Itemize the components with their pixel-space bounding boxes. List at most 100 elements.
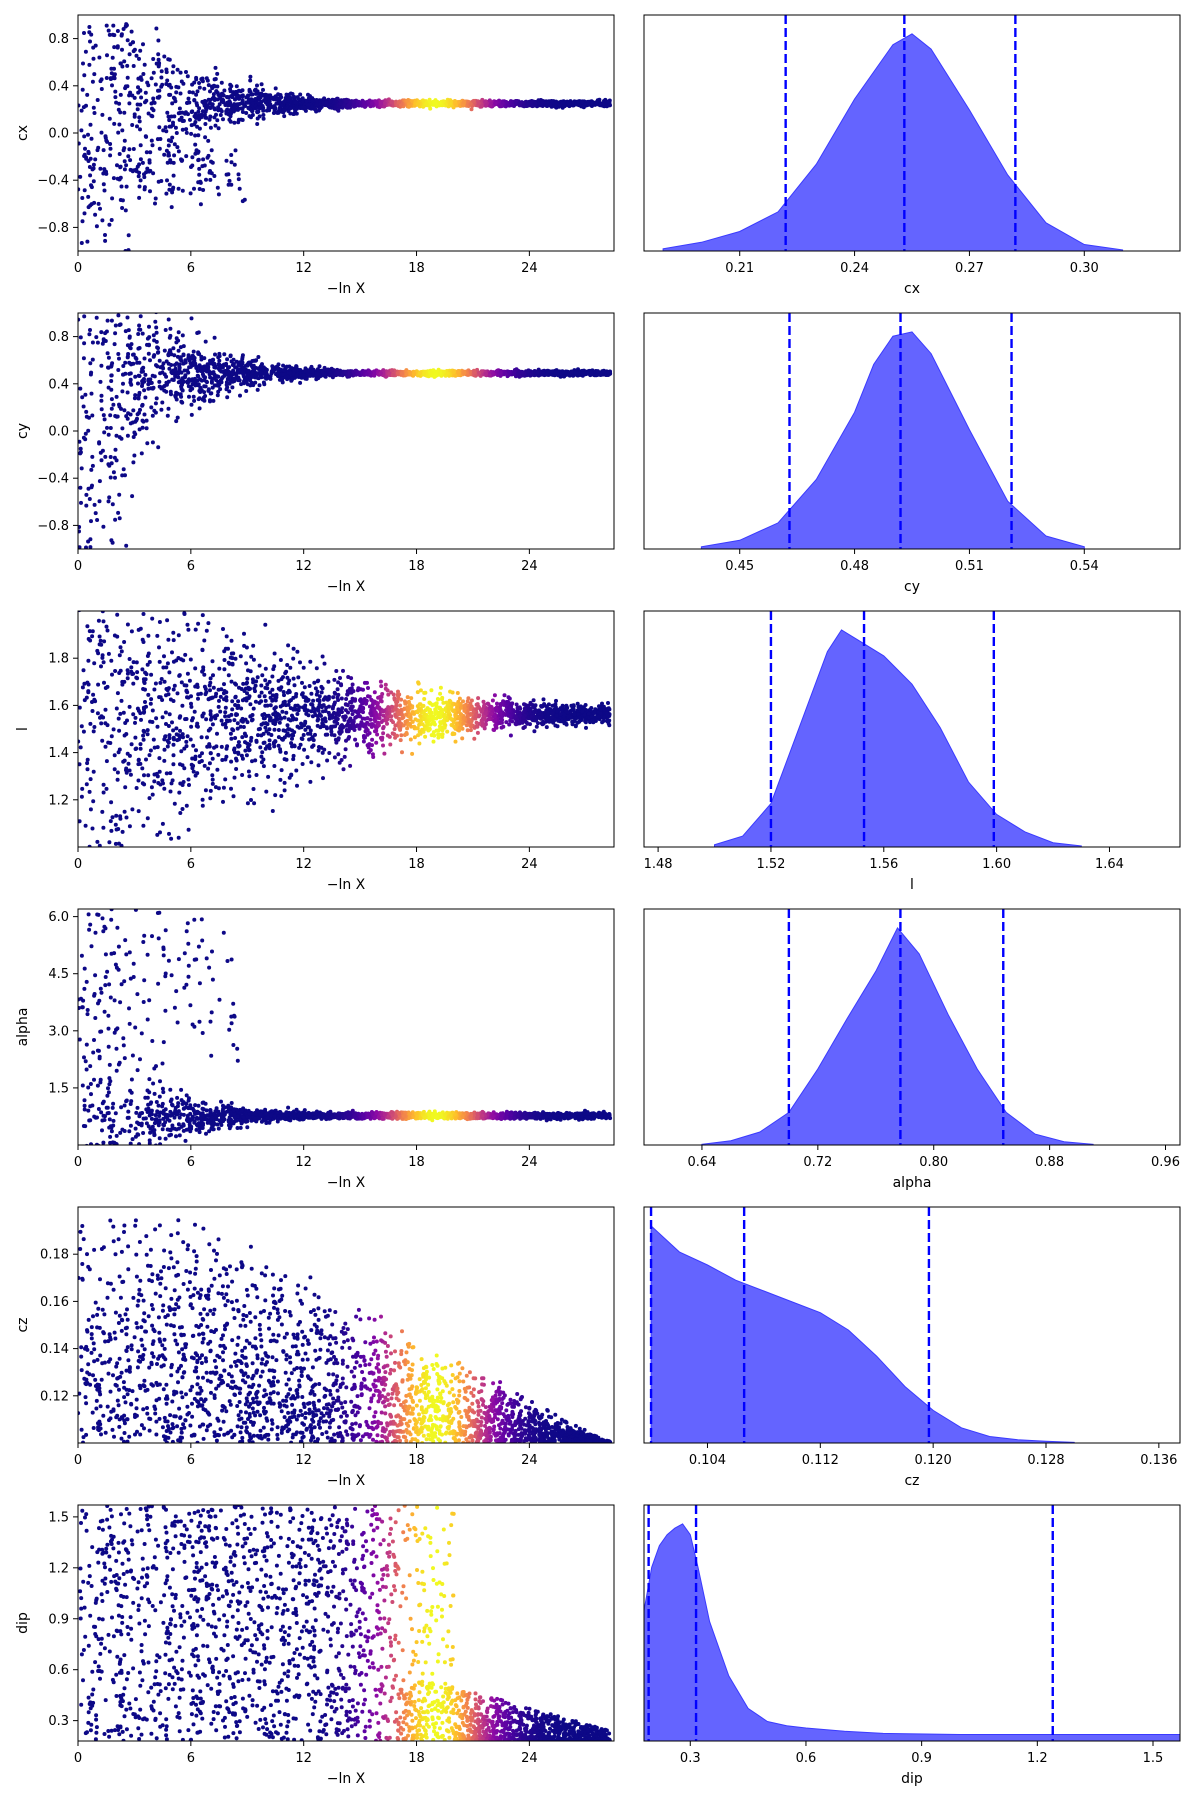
- trace-cy-point: [573, 370, 578, 375]
- trace-l-point: [233, 656, 238, 661]
- trace-cx-point: [127, 93, 132, 98]
- trace-cx-point: [166, 143, 171, 148]
- trace-cx-point: [165, 178, 169, 183]
- trace-cy-point: [176, 330, 181, 335]
- trace-cy-point: [174, 340, 179, 345]
- trace-cy-point: [133, 374, 138, 379]
- trace-cx-point: [98, 79, 103, 84]
- trace-cy-point: [140, 418, 145, 423]
- trace-cy-point: [236, 363, 241, 367]
- trace-cy-point: [149, 405, 154, 410]
- trace-cx-point: [269, 96, 274, 101]
- trace-cy-point: [114, 394, 119, 399]
- trace-cx-point: [151, 57, 156, 61]
- trace-cy-point: [223, 369, 228, 374]
- trace-cy-point: [208, 391, 213, 396]
- trace-cx-point: [313, 106, 317, 111]
- trace-cx-point: [233, 97, 238, 102]
- trace-cx-point: [135, 107, 140, 112]
- trace-cy-point: [168, 333, 173, 338]
- trace-cx-point: [540, 100, 545, 105]
- trace-cy-point: [178, 379, 183, 384]
- trace-cy-point: [143, 395, 148, 400]
- trace-cy-point: [322, 368, 327, 373]
- trace-cy-point: [98, 379, 103, 384]
- trace-cx-point: [164, 70, 169, 75]
- trace-cx-point: [78, 187, 81, 192]
- trace-cy-point: [133, 393, 138, 398]
- trace-cx-point: [118, 92, 123, 97]
- trace-cy-point: [114, 414, 119, 419]
- trace-cy-point: [125, 433, 130, 438]
- trace-cy-point: [125, 390, 130, 395]
- trace-cy-point: [199, 354, 204, 359]
- trace-cx-point: [116, 107, 121, 112]
- trace-l-point: [153, 681, 158, 686]
- trace-cy-point: [378, 371, 383, 376]
- trace-cx-point: [136, 85, 140, 90]
- trace-cy-point: [102, 417, 107, 422]
- trace-cx-point: [204, 76, 209, 81]
- trace-cx-point: [104, 171, 109, 176]
- trace-cy-xlabel: −ln X: [327, 579, 366, 595]
- trace-cx-point: [197, 166, 202, 171]
- trace-cy-point: [309, 364, 314, 369]
- trace-cx-point: [389, 100, 394, 105]
- trace-cy-point: [133, 355, 138, 360]
- trace-cy-point: [224, 387, 229, 392]
- trace-cx-point: [230, 93, 235, 98]
- trace-cx-point: [190, 90, 195, 95]
- trace-cx-point: [197, 106, 202, 111]
- trace-cy-point: [254, 375, 259, 380]
- trace-cy-point: [275, 367, 280, 372]
- trace-cy-point: [109, 387, 114, 392]
- trace-cx-point: [280, 103, 284, 108]
- trace-cx-point: [310, 104, 314, 109]
- trace-cx-point: [116, 266, 120, 270]
- trace-cy-point: [132, 396, 137, 401]
- trace-cx-point: [128, 2, 132, 6]
- trace-cy-point: [186, 379, 191, 383]
- trace-cy-point: [89, 665, 93, 669]
- trace-cy-point: [201, 367, 206, 371]
- trace-cy-point: [240, 355, 245, 360]
- trace-cy-point: [137, 427, 142, 432]
- trace-cx-point: [172, 114, 177, 119]
- trace-cy-point: [103, 331, 108, 336]
- trace-cy-point: [153, 319, 158, 324]
- trace-cy-point: [128, 345, 132, 350]
- trace-cy-point: [602, 369, 606, 374]
- trace-cy-point: [490, 372, 495, 376]
- trace-cx-point: [78, 103, 81, 108]
- trace-cx-point: [255, 83, 259, 88]
- trace-cy-point: [158, 371, 163, 376]
- trace-cy-point: [235, 369, 240, 374]
- trace-cy-point: [80, 395, 85, 400]
- trace-cy-point: [364, 372, 369, 376]
- trace-cx-point: [433, 100, 438, 105]
- trace-cy-point: [140, 379, 145, 384]
- trace-cy-point: [193, 383, 198, 388]
- trace-cx-point: [198, 202, 203, 207]
- trace-cy-point: [90, 483, 94, 488]
- trace-cy-xtick-label: 24: [521, 559, 538, 574]
- trace-cx-point: [126, 154, 131, 159]
- trace-cx-point: [105, 53, 109, 58]
- trace-cy-point: [142, 388, 147, 393]
- trace-cx-point: [415, 102, 420, 107]
- trace-cx-point: [208, 106, 213, 110]
- trace-cy-point: [176, 375, 181, 380]
- trace-cx-point: [104, 76, 109, 80]
- trace-cx-point: [318, 106, 323, 111]
- trace-cx-point: [207, 170, 212, 175]
- trace-cx-point: [427, 97, 432, 102]
- trace-cx-point: [598, 102, 603, 107]
- trace-cx-point: [122, 159, 127, 164]
- trace-cx-point: [118, 164, 123, 169]
- trace-cy-point: [287, 371, 292, 375]
- trace-cy-point: [230, 385, 235, 390]
- posterior-cx-xtick-label: 0.21: [725, 261, 754, 276]
- trace-cx-point: [82, 73, 87, 78]
- trace-cy-point: [90, 357, 95, 362]
